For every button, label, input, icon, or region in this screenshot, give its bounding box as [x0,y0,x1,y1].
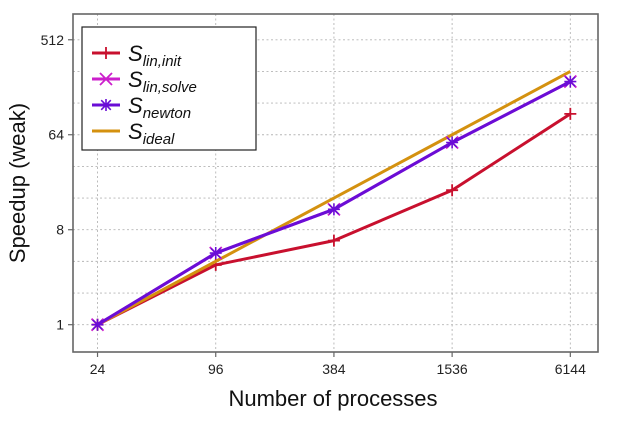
data-point [446,184,459,197]
data-point [209,247,222,260]
data-point [91,318,104,331]
series-line [96,70,572,327]
series-s-lin-init [91,107,577,331]
y-axis-label: Speedup (weak) [5,103,30,263]
data-point [564,75,577,88]
legend-entry-s-lin-solve: Slin,solve [92,67,197,96]
series-s-newton [91,75,577,331]
plot-frame [72,13,599,353]
x-axis-label: Number of processes [228,386,437,411]
x-tick-label: 6144 [555,361,586,377]
data-point [327,203,340,216]
y-tick-label: 512 [41,32,65,48]
y-tick-label: 1 [56,317,64,333]
x-tick-label: 24 [90,361,106,377]
data-point [327,234,340,247]
series-s-ideal [96,70,572,327]
legend-marker [99,72,113,86]
legend-marker [100,99,112,111]
x-tick-label: 1536 [437,361,468,377]
data-point [564,107,577,120]
legend-label: Slin,solve [128,67,197,96]
y-tick-label: 64 [48,127,64,143]
y-tick-label: 8 [56,222,64,238]
series-lines [90,70,577,332]
x-tick-label: 384 [322,361,346,377]
legend-marker [100,47,112,59]
x-tick-label: 96 [208,361,224,377]
data-point [446,136,459,149]
axis-ticks: 24 96 384 1536 6144 1 8 64 512 [41,32,586,377]
